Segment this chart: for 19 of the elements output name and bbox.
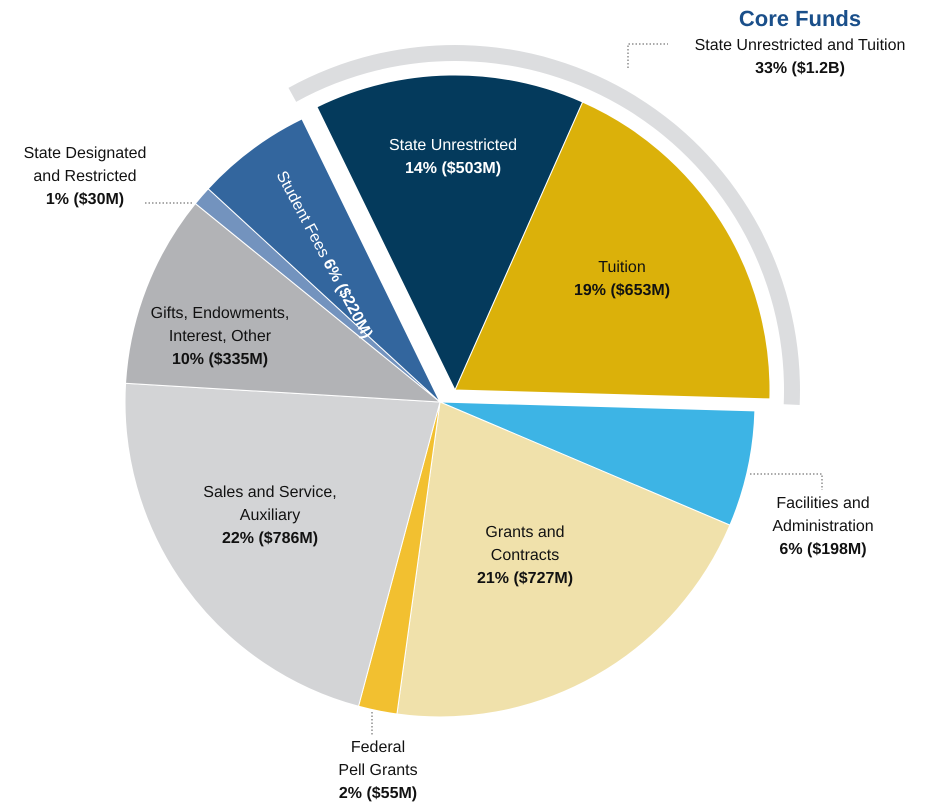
data-label: 21% ($727M): [476, 570, 574, 587]
slice-label: State Unrestricted: [388, 137, 518, 154]
slice-label: State Designated and Restricted: [24, 145, 146, 185]
data-label: 10% ($335M): [172, 351, 268, 368]
slice-label: Gifts, Endowments, Interest, Other: [150, 305, 290, 345]
slice-label: Tuition: [598, 259, 646, 276]
data-label: 19% ($653M): [574, 282, 670, 299]
slice-label: Federal Pell Grants: [338, 739, 418, 779]
text: 33% ($1.2B): [755, 60, 845, 77]
data-label: 2% ($55M): [338, 785, 418, 802]
slice-label: Sales and Service, Auxiliary: [203, 484, 337, 524]
data-label: 14% ($503M): [404, 160, 502, 177]
slice-label: Facilities and Administration: [772, 495, 874, 535]
text: Core Funds: [738, 6, 862, 31]
data-label: 22% ($786M): [222, 530, 318, 547]
data-label: 1% ($30M): [46, 191, 124, 208]
data-label: 6% ($198M): [779, 541, 867, 558]
text: State Unrestricted and Tuition: [694, 37, 906, 54]
slice-label: Grants and Contracts: [485, 524, 565, 564]
